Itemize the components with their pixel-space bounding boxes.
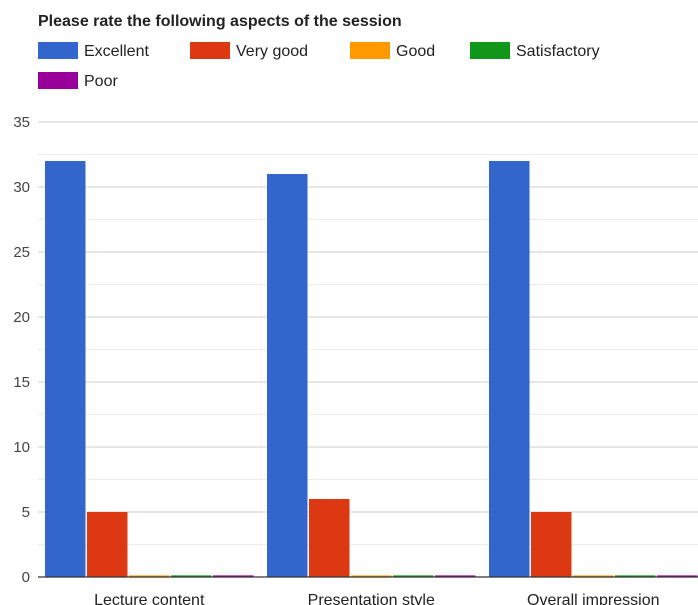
legend-swatch-satisfactory <box>470 42 510 59</box>
legend-swatch-excellent <box>38 42 78 59</box>
x-axis-labels: Lecture content Presentation style Overall… <box>94 592 659 605</box>
bar-overall-impression-excellent <box>489 161 530 577</box>
bar-lecture-content-good <box>129 575 170 577</box>
bar-overall-impression-very-good <box>531 512 572 577</box>
y-tick-label: 5 <box>22 504 30 521</box>
y-tick-label: 0 <box>22 569 30 586</box>
legend-label-poor: Poor <box>84 73 118 90</box>
bar-overall-impression-good <box>573 575 614 577</box>
legend-label-satisfactory: Satisfactory <box>516 43 600 60</box>
legend-swatch-very-good <box>190 42 230 59</box>
bar-presentation-style-satisfactory <box>393 575 434 577</box>
y-tick-label: 35 <box>13 114 30 131</box>
bar-presentation-style-good <box>351 575 392 577</box>
x-category-label-overall-impression: Overall impression <box>527 592 659 605</box>
minor-gridlines <box>38 154 698 545</box>
y-tick-label: 20 <box>13 309 30 326</box>
bar-lecture-content-poor <box>213 575 254 577</box>
legend-swatch-poor <box>38 72 78 89</box>
bar-lecture-content-excellent <box>45 161 86 577</box>
legend-label-excellent: Excellent <box>84 43 149 60</box>
y-tick-label: 10 <box>13 439 30 456</box>
bar-presentation-style-excellent <box>267 174 308 577</box>
chart-title: Please rate the following aspects of the… <box>38 13 402 30</box>
y-tick-label: 25 <box>13 244 30 261</box>
legend-swatch-good <box>350 42 390 59</box>
major-gridlines <box>38 121 698 513</box>
bars <box>45 161 698 577</box>
legend: Excellent Very good Good Satisfactory Poor <box>38 42 600 90</box>
x-category-label-presentation-style: Presentation style <box>308 592 435 605</box>
bar-lecture-content-very-good <box>87 512 128 577</box>
bar-presentation-style-poor <box>435 575 476 577</box>
x-category-label-lecture-content: Lecture content <box>94 592 205 605</box>
legend-label-good: Good <box>396 43 435 60</box>
bar-presentation-style-very-good <box>309 499 350 577</box>
bar-lecture-content-satisfactory <box>171 575 212 577</box>
legend-label-very-good: Very good <box>236 43 308 60</box>
y-axis-ticks: 0 5 10 15 20 25 30 35 <box>13 114 30 586</box>
y-tick-label: 15 <box>13 374 30 391</box>
bar-overall-impression-satisfactory <box>615 575 656 577</box>
bar-overall-impression-poor <box>657 575 698 577</box>
y-tick-label: 30 <box>13 179 30 196</box>
